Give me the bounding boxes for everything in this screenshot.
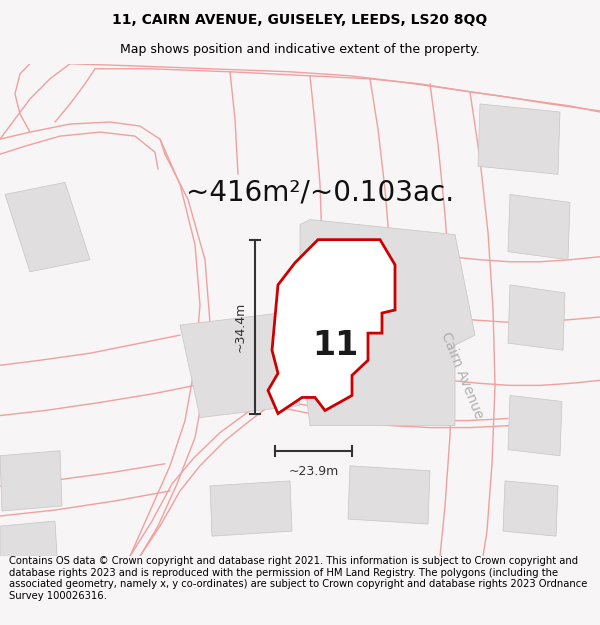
Text: Contains OS data © Crown copyright and database right 2021. This information is : Contains OS data © Crown copyright and d… [9, 556, 587, 601]
Text: 11, CAIRN AVENUE, GUISELEY, LEEDS, LS20 8QQ: 11, CAIRN AVENUE, GUISELEY, LEEDS, LS20 … [112, 12, 488, 27]
Polygon shape [300, 219, 475, 426]
Polygon shape [508, 396, 562, 456]
Polygon shape [5, 182, 90, 272]
Polygon shape [0, 451, 62, 511]
Text: ~416m²/~0.103ac.: ~416m²/~0.103ac. [186, 178, 454, 206]
Text: Map shows position and indicative extent of the property.: Map shows position and indicative extent… [120, 43, 480, 56]
Polygon shape [180, 313, 300, 418]
Text: ~23.9m: ~23.9m [289, 465, 338, 478]
Polygon shape [478, 104, 560, 174]
Text: ~34.4m: ~34.4m [234, 301, 247, 352]
Polygon shape [508, 194, 570, 260]
Polygon shape [210, 481, 292, 536]
Polygon shape [508, 285, 565, 350]
Text: Cairn Avenue: Cairn Avenue [438, 330, 486, 421]
Polygon shape [268, 239, 395, 414]
Text: 11: 11 [312, 329, 358, 362]
Polygon shape [503, 481, 558, 536]
Polygon shape [0, 521, 57, 556]
Polygon shape [348, 466, 430, 524]
